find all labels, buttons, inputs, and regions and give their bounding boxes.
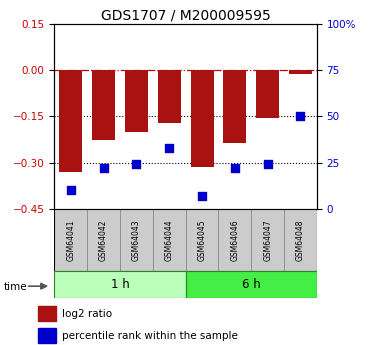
FancyBboxPatch shape [153,209,186,271]
Text: GSM64042: GSM64042 [99,219,108,260]
FancyBboxPatch shape [54,209,87,271]
Point [265,162,271,167]
FancyBboxPatch shape [54,271,186,298]
Text: GSM64041: GSM64041 [66,219,75,260]
FancyBboxPatch shape [284,209,317,271]
Text: GSM64045: GSM64045 [198,219,207,260]
FancyBboxPatch shape [251,209,284,271]
FancyBboxPatch shape [186,271,317,298]
Bar [190,70,213,167]
Text: GSM64047: GSM64047 [263,219,272,260]
FancyBboxPatch shape [218,209,251,271]
Point [68,188,74,193]
Bar [158,70,181,122]
Point [134,162,140,167]
FancyBboxPatch shape [120,209,153,271]
Text: percentile rank within the sample: percentile rank within the sample [62,331,238,341]
Text: 6 h: 6 h [242,278,261,291]
Point [199,193,205,199]
Bar [92,70,115,139]
Point [297,114,303,119]
Bar [38,306,56,321]
Point [232,165,238,171]
Bar [38,328,56,343]
Text: GSM64048: GSM64048 [296,219,305,260]
Text: GSM64044: GSM64044 [165,219,174,260]
Text: GSM64043: GSM64043 [132,219,141,260]
FancyBboxPatch shape [186,209,218,271]
Text: time: time [4,282,27,292]
Bar [125,70,148,132]
Point [100,165,106,171]
Point [166,145,172,150]
Bar [59,70,82,172]
Bar [289,70,312,74]
FancyBboxPatch shape [87,209,120,271]
Text: GSM64046: GSM64046 [230,219,239,260]
Bar [256,70,279,118]
Text: 1 h: 1 h [111,278,129,291]
Bar [224,70,246,142]
Title: GDS1707 / M200009595: GDS1707 / M200009595 [101,9,270,23]
Text: log2 ratio: log2 ratio [62,309,112,319]
